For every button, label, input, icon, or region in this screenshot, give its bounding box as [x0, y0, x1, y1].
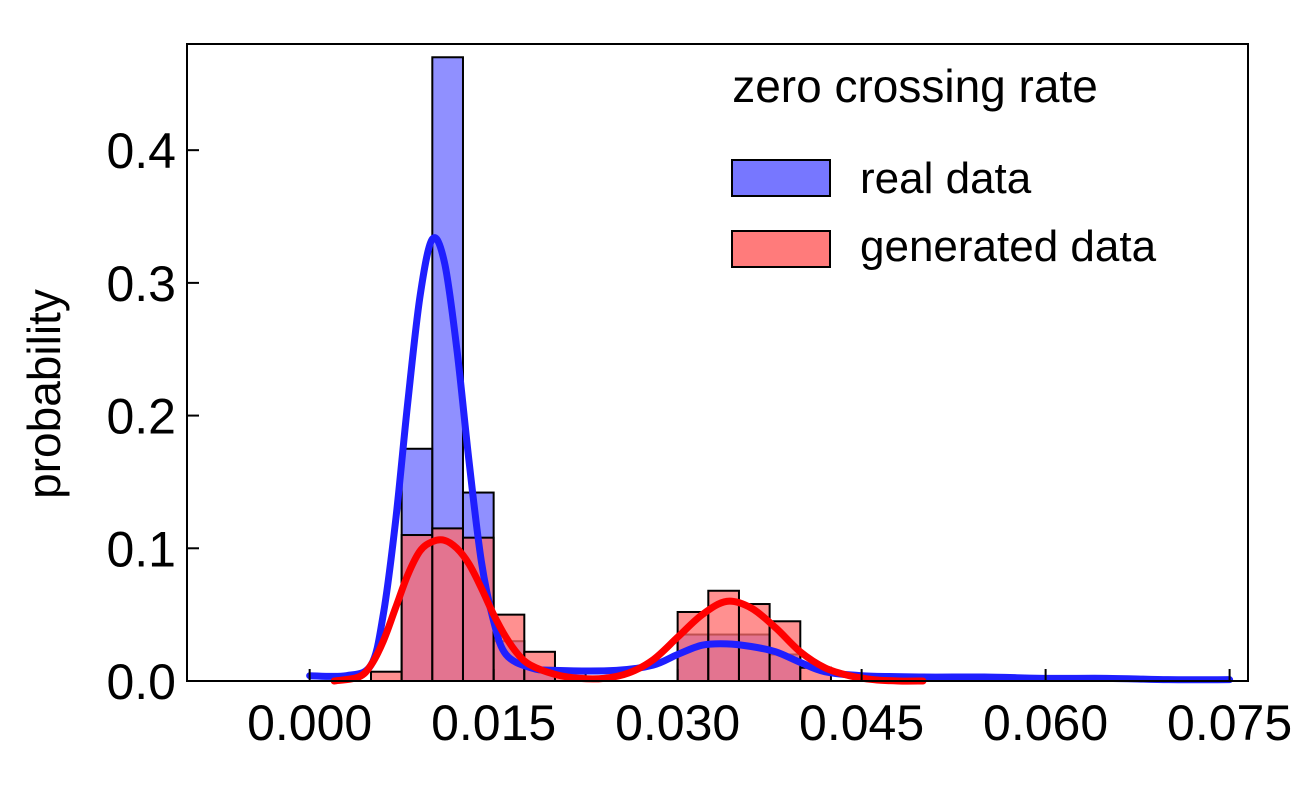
y-tick-label: 0.3 [106, 256, 176, 312]
x-tick-label: 0.030 [615, 695, 740, 751]
generated-data-histogram [369, 527, 832, 683]
x-tick-label: 0.000 [247, 695, 372, 751]
y-tick-label: 0.4 [106, 123, 176, 179]
generated-data-kde-line [330, 536, 927, 685]
legend-swatch-generated-data [731, 230, 831, 268]
x-tick-label: 0.075 [1167, 695, 1292, 751]
legend-label-generated-data: generated data [860, 222, 1157, 271]
x-tick-label: 0.045 [799, 695, 924, 751]
y-axis-label: probability [18, 289, 70, 499]
legend-swatch-real-data [731, 159, 831, 197]
x-tick-label: 0.015 [431, 695, 556, 751]
plot-frame [186, 43, 1249, 682]
x-axis: 0.000 0.015 0.030 0.045 0.060 0.075 [247, 669, 1292, 751]
y-tick-label: 0.2 [106, 389, 176, 445]
generated-data-bar-2 [431, 527, 464, 683]
x-tick-label: 0.060 [983, 695, 1108, 751]
generated-data-bar-0 [369, 670, 403, 682]
kde-curves [306, 234, 1234, 685]
legend: real data generated data [731, 154, 1157, 271]
chart-title: zero crossing rate [732, 60, 1098, 112]
y-axis: 0.0 0.1 0.2 0.3 0.4 [106, 123, 199, 710]
y-tick-label: 0.0 [106, 654, 176, 710]
legend-label-real-data: real data [860, 154, 1032, 203]
y-tick-label: 0.1 [106, 521, 176, 577]
